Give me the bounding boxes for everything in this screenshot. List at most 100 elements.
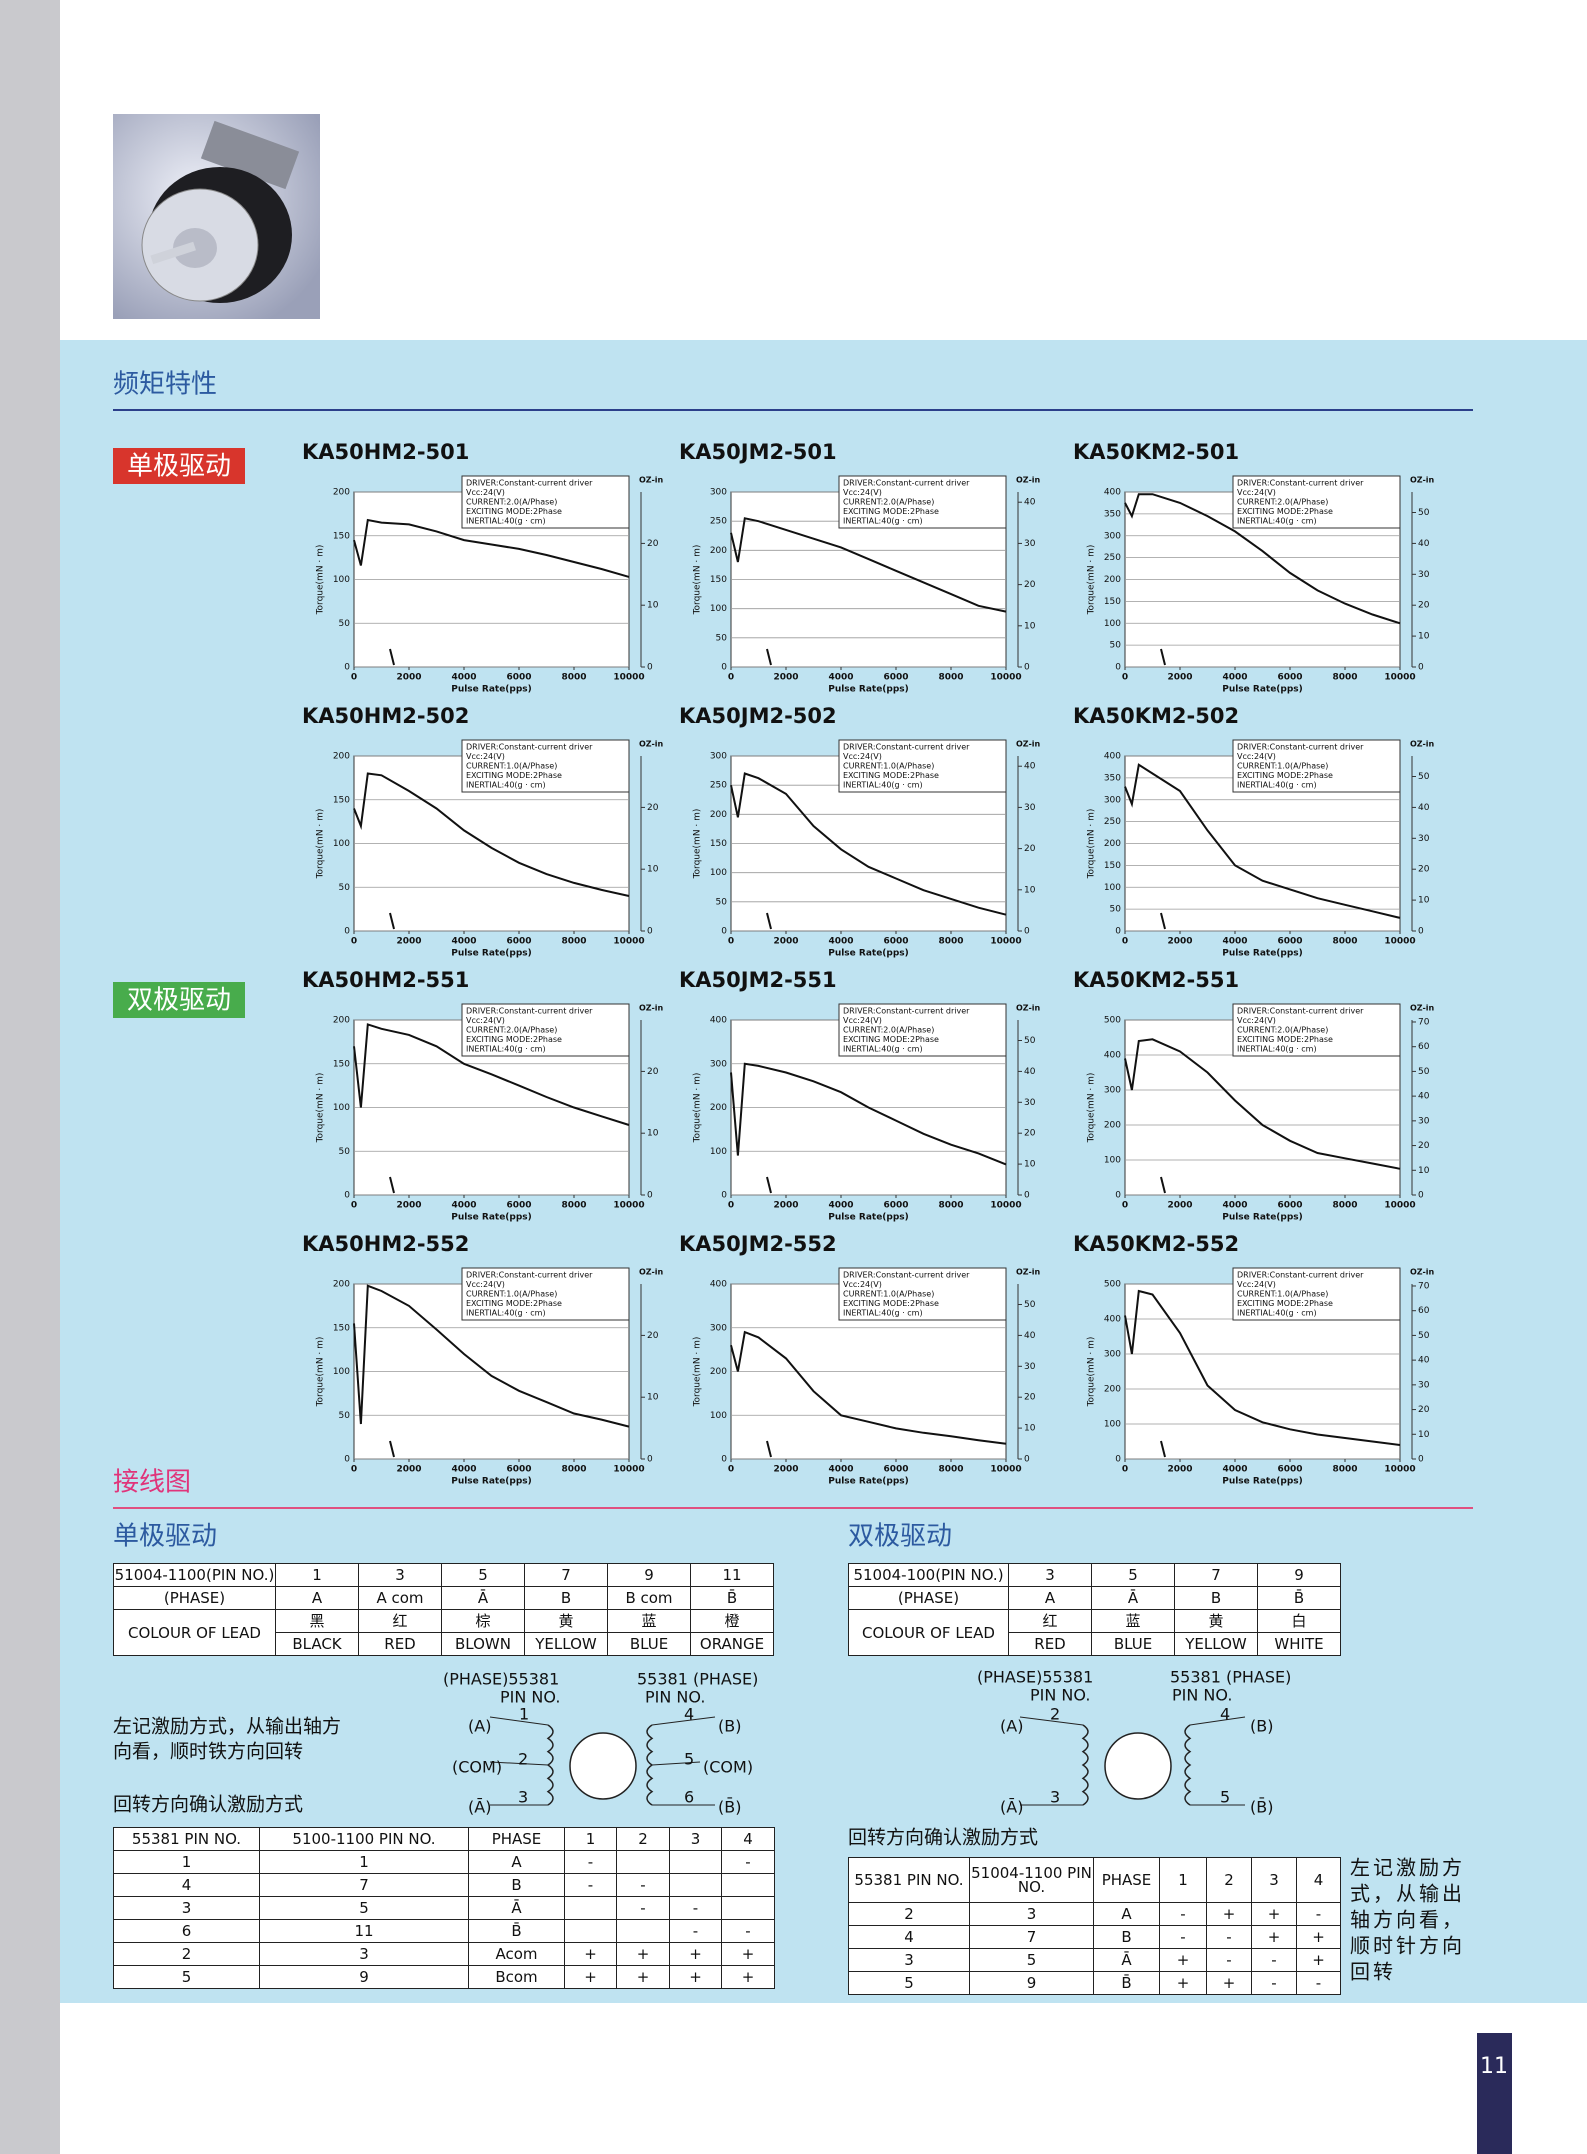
note-line: INERTIAL:40(g · cm): [1237, 781, 1317, 790]
torque-curve: [730, 772, 1007, 916]
lead-wire: [651, 1716, 716, 1726]
y-axis-label: Torque(mN · m): [316, 1337, 326, 1408]
y2-tick-label: 50: [1024, 1300, 1036, 1310]
lead-wire: [651, 1761, 701, 1766]
y2-tick-label: 40: [1418, 1356, 1430, 1366]
y-tick-label: 100: [710, 604, 727, 614]
note-line: INERTIAL:40(g · cm): [1237, 1309, 1317, 1318]
x-tick-label: 2000: [1167, 937, 1192, 947]
note-line: Vcc:24(V): [466, 752, 505, 761]
y-tick-label: 400: [1104, 488, 1121, 498]
y-tick-label: 100: [1104, 883, 1121, 893]
table-cell: +: [1251, 1925, 1297, 1949]
notes-box: [838, 1267, 1007, 1321]
y2-tick-label: 10: [647, 1393, 659, 1403]
break-mark: [1160, 1440, 1166, 1458]
note-line: CURRENT:1.0(A/Phase): [843, 1290, 934, 1299]
table-cell: 51004-1100 PIN NO.: [969, 1857, 1094, 1903]
y2-tick-label: 20: [647, 539, 659, 549]
y2-axis-label: OZ-in: [1016, 1004, 1041, 1013]
torque-curve: [730, 1330, 1007, 1445]
table-cell: +: [1159, 1948, 1207, 1972]
x-tick-label: 8000: [561, 673, 586, 683]
note-line: EXCITING MODE:2Phase: [1237, 771, 1333, 780]
table-cell: 55381 PIN NO.: [113, 1827, 260, 1851]
y-tick-label: 200: [333, 752, 350, 762]
note-line: EXCITING MODE:2Phase: [1237, 1035, 1333, 1044]
x-axis-label: Pulse Rate(pps): [828, 949, 909, 959]
table-row: COLOUR OF LEAD 黑红棕黄蓝橙: [113, 1609, 774, 1656]
note-line: Vcc:24(V): [843, 1280, 882, 1289]
table-cell: +: [1251, 1902, 1297, 1926]
table-cell: B̄: [1257, 1586, 1341, 1610]
table: 51004-1100(PIN NO.) 1 3 5 7 9 11 (PHASE) A A com Ā…: [113, 1563, 774, 1656]
table-cell: BLUE: [1091, 1632, 1175, 1656]
table-cell: +: [564, 1942, 617, 1966]
x-tick-label: 8000: [1332, 673, 1357, 683]
y2-tick-label: 10: [1024, 1424, 1036, 1434]
y2-tick-label: 40: [1024, 1067, 1036, 1077]
y-tick-label: 300: [710, 752, 727, 762]
note-line: DRIVER:Constant-current driver: [843, 1007, 970, 1016]
table-cell: 白: [1257, 1609, 1341, 1633]
y2-axis-label: OZ-in: [639, 476, 664, 485]
x-tick-label: 10000: [1384, 673, 1415, 683]
y-tick-label: 400: [710, 1016, 727, 1026]
table-cell: 7: [1174, 1563, 1258, 1587]
torque-curve: [1124, 1038, 1401, 1170]
table-row: 5 9 Bcom + + + +: [113, 1965, 775, 1989]
table-cell: -: [669, 1919, 722, 1943]
break-mark: [389, 648, 395, 666]
y2-tick-label: 0: [1024, 927, 1030, 937]
note-line: INERTIAL:40(g · cm): [466, 781, 546, 790]
y-axis-label: Torque(mN · m): [316, 1073, 326, 1144]
note-line: DRIVER:Constant-current driver: [1237, 743, 1364, 752]
notes-box: [1232, 475, 1401, 529]
table-cell: B̄: [690, 1586, 774, 1610]
coil: [1081, 1724, 1089, 1806]
table-cell: 2: [848, 1902, 970, 1926]
table-cell: +: [1296, 1948, 1341, 1972]
note-line: EXCITING MODE:2Phase: [466, 771, 562, 780]
y-tick-label: 0: [1115, 1191, 1121, 1201]
x-axis-label: Pulse Rate(pps): [451, 1477, 532, 1487]
x-tick-label: 0: [351, 937, 357, 947]
y-axis-label: Torque(mN · m): [693, 545, 703, 616]
torque-curve: [353, 772, 630, 897]
note-line: DRIVER:Constant-current driver: [843, 1271, 970, 1280]
lead-wire: [1019, 1716, 1084, 1726]
note-line: DRIVER:Constant-current driver: [466, 1007, 593, 1016]
x-tick-label: 2000: [396, 1465, 421, 1475]
x-tick-label: 8000: [938, 937, 963, 947]
table-row: RED BLUE YELLOW WHITE: [849, 1632, 1341, 1656]
note-line: EXCITING MODE:2Phase: [1237, 507, 1333, 516]
y-tick-label: 150: [333, 1323, 350, 1333]
y2-tick-label: 0: [1418, 663, 1424, 673]
note-line: Vcc:24(V): [843, 1016, 882, 1025]
badge-label: 双极驱动: [127, 986, 231, 1016]
chart-title: KA50HM2-551: [302, 968, 469, 992]
table-cell: BLOWN: [441, 1632, 525, 1656]
x-tick-label: 4000: [451, 1465, 476, 1475]
y2-tick-label: 30: [1418, 834, 1430, 844]
table-cell: Bcom: [468, 1965, 565, 1989]
note-line: CURRENT:1.0(A/Phase): [466, 1290, 557, 1299]
table-cell: 9: [969, 1971, 1094, 1995]
table-cell: -: [616, 1896, 670, 1920]
x-tick-label: 0: [1122, 673, 1128, 683]
table-cell: [669, 1850, 722, 1874]
note-line: CURRENT:2.0(A/Phase): [1237, 1026, 1328, 1035]
x-tick-label: 8000: [938, 1465, 963, 1475]
x-tick-label: 10000: [613, 673, 644, 683]
note-line: CURRENT:2.0(A/Phase): [1237, 498, 1328, 507]
table-cell: 1: [259, 1850, 469, 1874]
y-tick-label: 250: [710, 781, 727, 791]
y-tick-label: 0: [721, 1455, 727, 1465]
y2-tick-label: 20: [647, 1067, 659, 1077]
table-cell: 11: [259, 1919, 469, 1943]
y2-tick-label: 40: [1024, 1331, 1036, 1341]
y2-tick-label: 0: [1418, 1455, 1424, 1465]
badge-label: 单极驱动: [127, 452, 231, 482]
